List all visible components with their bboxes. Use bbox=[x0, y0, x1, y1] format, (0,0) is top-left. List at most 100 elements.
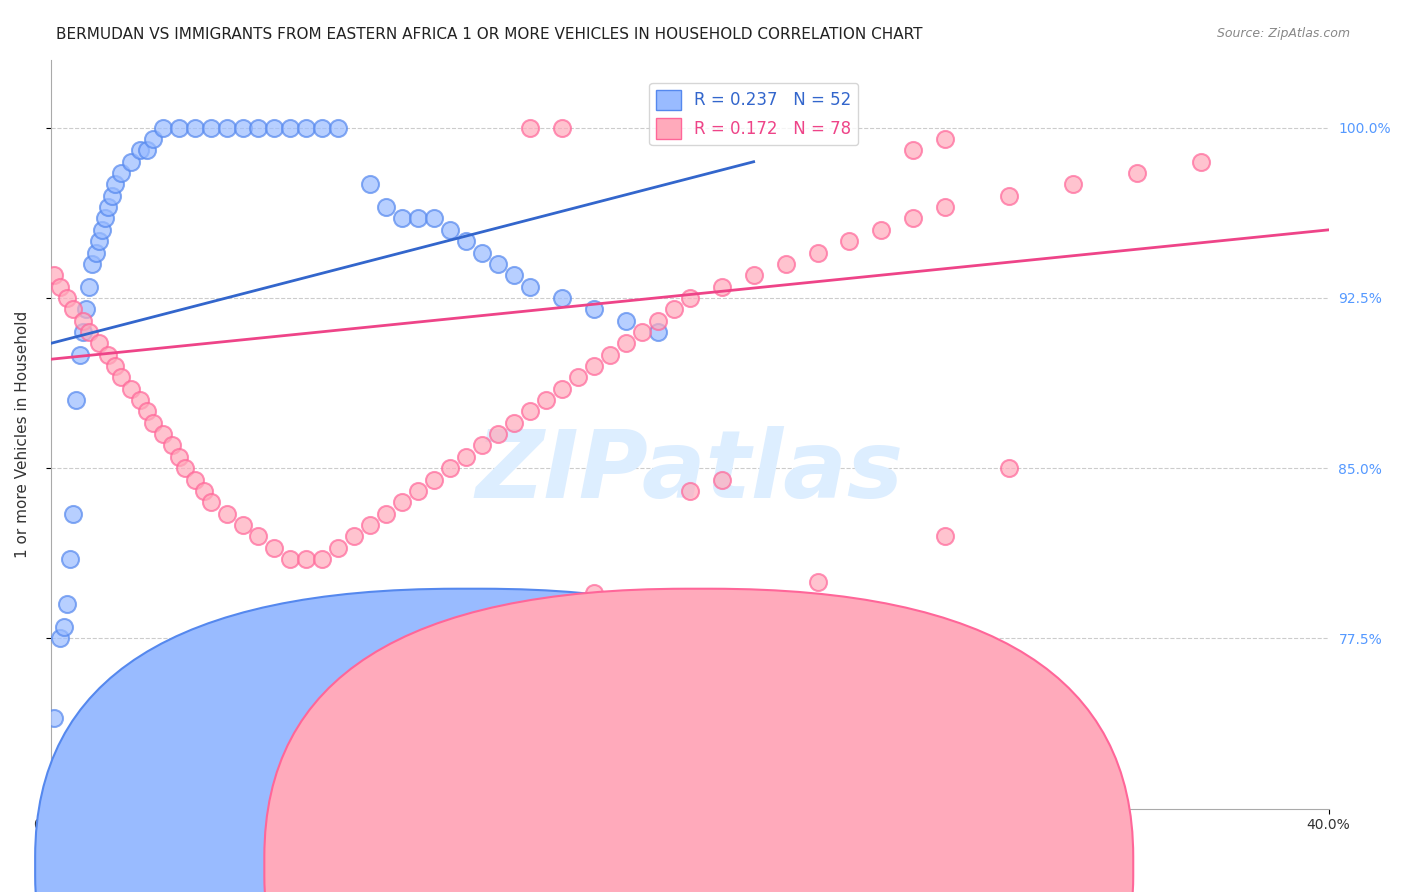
Point bbox=[94, 211, 117, 226]
Point bbox=[311, 552, 333, 566]
Point bbox=[183, 473, 205, 487]
Point bbox=[567, 370, 589, 384]
Point bbox=[59, 552, 82, 566]
Point bbox=[193, 483, 215, 498]
Point bbox=[391, 211, 413, 226]
Point bbox=[870, 223, 893, 237]
Point bbox=[486, 427, 509, 442]
Point bbox=[231, 120, 253, 135]
Point bbox=[77, 325, 100, 339]
Point bbox=[231, 517, 253, 532]
Point bbox=[110, 166, 132, 180]
Point bbox=[84, 245, 107, 260]
Point bbox=[49, 279, 72, 293]
Point bbox=[142, 416, 165, 430]
Point bbox=[486, 257, 509, 271]
Point bbox=[806, 245, 828, 260]
Point bbox=[423, 211, 446, 226]
Point bbox=[87, 336, 110, 351]
Point bbox=[679, 291, 702, 305]
Point bbox=[72, 313, 94, 327]
Point bbox=[599, 348, 621, 362]
Point bbox=[75, 302, 97, 317]
Point bbox=[903, 144, 925, 158]
Point bbox=[129, 144, 152, 158]
Point bbox=[710, 473, 733, 487]
Point bbox=[49, 632, 72, 646]
Point bbox=[551, 291, 574, 305]
Point bbox=[160, 438, 183, 452]
Point bbox=[503, 416, 526, 430]
Point bbox=[934, 529, 956, 543]
Y-axis label: 1 or more Vehicles in Household: 1 or more Vehicles in Household bbox=[15, 310, 30, 558]
Point bbox=[534, 393, 557, 408]
Point bbox=[456, 234, 478, 248]
Text: Source: ZipAtlas.com: Source: ZipAtlas.com bbox=[1216, 27, 1350, 40]
Point bbox=[247, 529, 270, 543]
Point bbox=[679, 483, 702, 498]
Point bbox=[1189, 154, 1212, 169]
Point bbox=[519, 120, 541, 135]
Point bbox=[82, 257, 104, 271]
Point bbox=[215, 507, 238, 521]
Point bbox=[263, 120, 285, 135]
Point bbox=[295, 552, 318, 566]
Text: Immigrants from Eastern Africa: Immigrants from Eastern Africa bbox=[668, 857, 907, 872]
Point bbox=[503, 268, 526, 283]
Point bbox=[375, 507, 398, 521]
Point bbox=[104, 359, 127, 373]
Point bbox=[328, 120, 350, 135]
Point bbox=[62, 302, 84, 317]
Point bbox=[110, 370, 132, 384]
Point bbox=[647, 325, 669, 339]
Point bbox=[343, 529, 366, 543]
Point bbox=[742, 268, 765, 283]
Point bbox=[423, 473, 446, 487]
Point bbox=[52, 620, 75, 634]
Point bbox=[614, 642, 637, 657]
Point bbox=[200, 495, 222, 509]
Point bbox=[647, 313, 669, 327]
Point bbox=[311, 120, 333, 135]
Point bbox=[152, 120, 174, 135]
Point bbox=[77, 279, 100, 293]
Point bbox=[582, 359, 605, 373]
Point bbox=[247, 120, 270, 135]
Point bbox=[551, 382, 574, 396]
Point bbox=[471, 245, 494, 260]
Text: ZIPatlas: ZIPatlas bbox=[475, 425, 904, 517]
Point bbox=[359, 178, 381, 192]
Point bbox=[72, 325, 94, 339]
Text: BERMUDAN VS IMMIGRANTS FROM EASTERN AFRICA 1 OR MORE VEHICLES IN HOUSEHOLD CORRE: BERMUDAN VS IMMIGRANTS FROM EASTERN AFRI… bbox=[56, 27, 922, 42]
Point bbox=[647, 665, 669, 680]
Point bbox=[263, 541, 285, 555]
Point bbox=[295, 120, 318, 135]
Point bbox=[215, 120, 238, 135]
Point bbox=[614, 336, 637, 351]
Point bbox=[934, 200, 956, 214]
Point bbox=[46, 767, 69, 781]
Point bbox=[174, 461, 197, 475]
Point bbox=[710, 279, 733, 293]
Point bbox=[1062, 178, 1084, 192]
Point bbox=[998, 189, 1021, 203]
Point bbox=[519, 404, 541, 418]
Point bbox=[614, 313, 637, 327]
Point bbox=[129, 393, 152, 408]
Point bbox=[56, 291, 79, 305]
Point bbox=[280, 552, 302, 566]
Point bbox=[135, 144, 157, 158]
Point bbox=[62, 507, 84, 521]
Point bbox=[152, 427, 174, 442]
Point bbox=[582, 586, 605, 600]
Point bbox=[439, 223, 461, 237]
Point bbox=[775, 257, 797, 271]
Point bbox=[1126, 166, 1149, 180]
Point bbox=[97, 200, 120, 214]
Point bbox=[200, 120, 222, 135]
Point bbox=[551, 120, 574, 135]
Point bbox=[582, 302, 605, 317]
Point bbox=[328, 541, 350, 555]
Point bbox=[183, 120, 205, 135]
Point bbox=[91, 223, 114, 237]
